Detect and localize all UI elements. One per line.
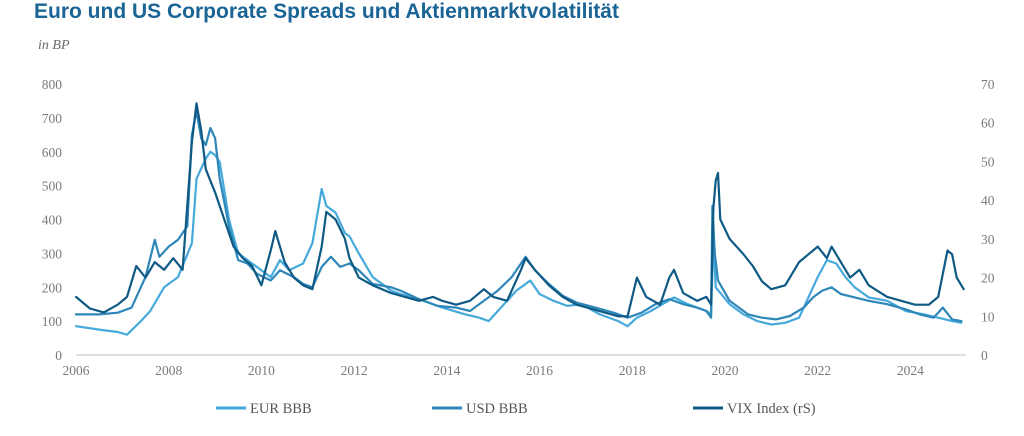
- legend-item: EUR BBB: [216, 401, 312, 417]
- x-axis: 2006 2008 2010 2012 2014 2016 2018 2020 2022 2024: [63, 363, 925, 378]
- legend-label: VIX Index (rS): [727, 401, 816, 417]
- series-line-vix-index-rs: [74, 102, 965, 318]
- x-tick-label: 2022: [804, 363, 831, 378]
- right-axis: 0 10 20 30 40 50 60 70: [981, 77, 995, 363]
- y-tick-label-right: 30: [981, 232, 995, 247]
- x-tick-label: 2020: [711, 363, 738, 378]
- x-tick-label: 2006: [63, 363, 90, 378]
- legend-label: EUR BBB: [250, 401, 312, 417]
- y-tick-label-left: 400: [42, 213, 63, 228]
- left-axis: 0 100 200 300 400 500 600 700 800: [42, 77, 63, 363]
- legend-item: USD BBB: [432, 401, 528, 417]
- x-tick-label: 2018: [619, 363, 646, 378]
- y-tick-label-left: 300: [42, 246, 63, 261]
- y-tick-label-right: 50: [981, 154, 995, 169]
- x-tick-label: 2008: [155, 363, 182, 378]
- y-tick-label-left: 100: [42, 314, 63, 329]
- x-tick-label: 2024: [897, 363, 924, 378]
- legend: EUR BBB USD BBB VIX Index (rS): [216, 401, 816, 417]
- x-tick-label: 2016: [526, 363, 553, 378]
- y-tick-label-right: 20: [981, 271, 995, 286]
- y-tick-label-right: 10: [981, 309, 995, 324]
- series-line-eur-bbb: [74, 150, 963, 336]
- y-tick-label-left: 800: [42, 77, 63, 92]
- y-tick-label-left: 500: [42, 179, 63, 194]
- y-tick-label-right: 60: [981, 116, 995, 131]
- y-tick-label-left: 700: [42, 111, 63, 126]
- y-tick-label-left: 0: [55, 348, 62, 363]
- plot-area: [74, 102, 965, 336]
- y-tick-label-right: 40: [981, 193, 995, 208]
- legend-item: VIX Index (rS): [693, 401, 816, 417]
- x-tick-label: 2012: [341, 363, 368, 378]
- legend-label: USD BBB: [466, 401, 528, 417]
- y-tick-label-left: 200: [42, 280, 63, 295]
- y-tick-label-left: 600: [42, 145, 63, 160]
- chart-title: Euro und US Corporate Spreads und Aktien…: [34, 0, 619, 23]
- left-axis-unit: in BP: [38, 38, 70, 53]
- y-tick-label-right: 0: [981, 348, 988, 363]
- y-tick-label-right: 70: [981, 77, 995, 92]
- x-tick-label: 2014: [433, 363, 460, 378]
- x-tick-label: 2010: [248, 363, 275, 378]
